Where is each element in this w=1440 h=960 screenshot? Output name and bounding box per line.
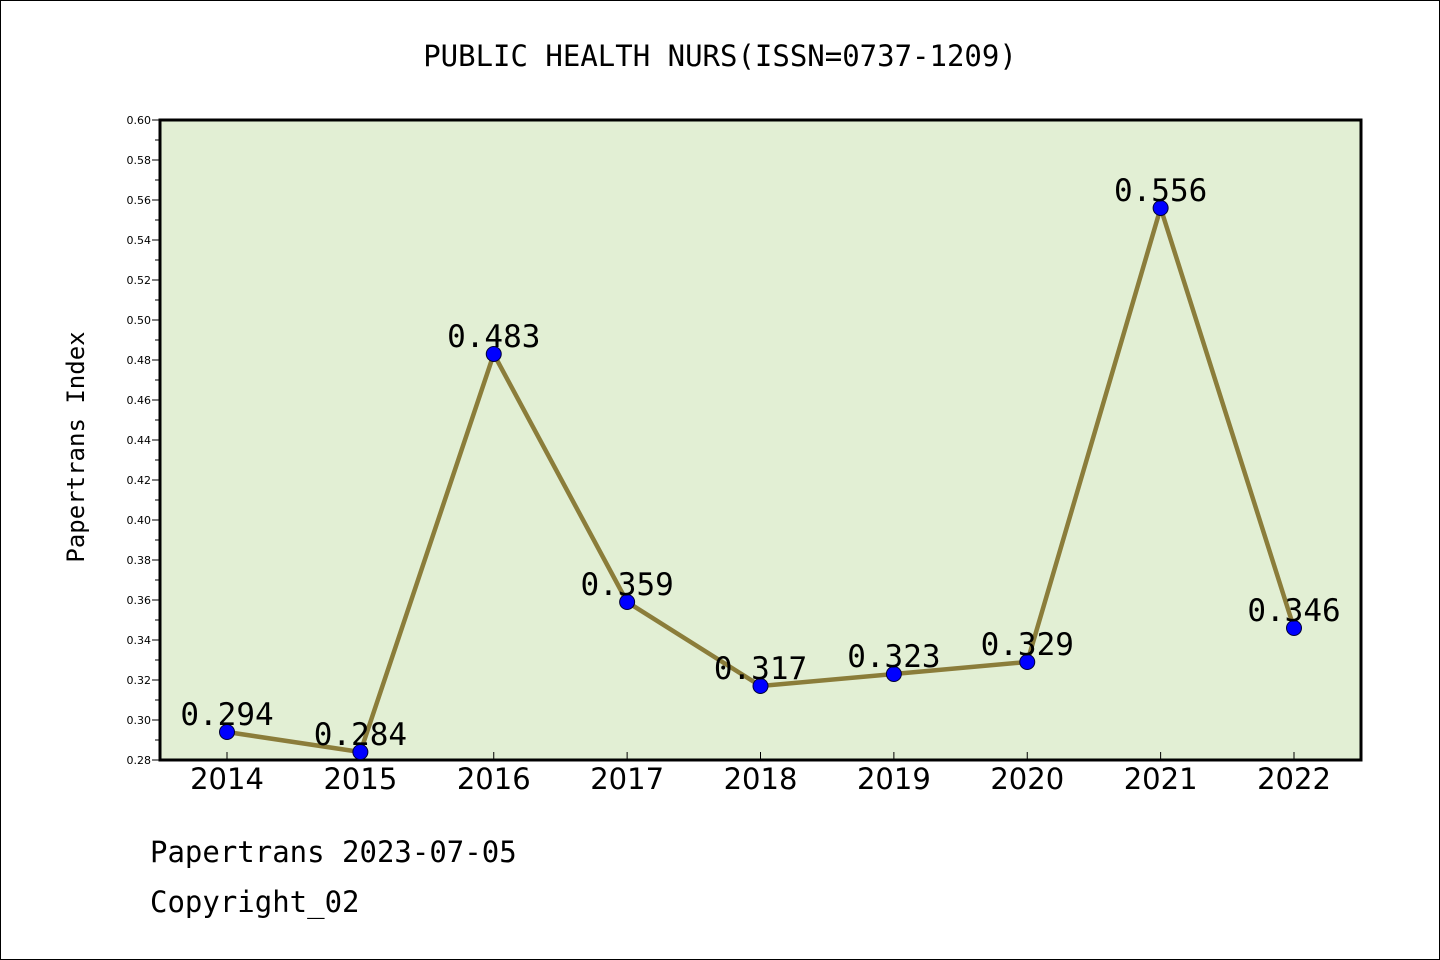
data-label-2017: 0.359 — [580, 567, 673, 603]
y-tick-label: 0.32 — [127, 674, 152, 687]
x-tick-label: 2014 — [190, 762, 264, 796]
y-tick-label: 0.40 — [127, 514, 152, 527]
y-tick-label: 0.48 — [127, 354, 152, 367]
data-label-2021: 0.556 — [1114, 173, 1207, 209]
y-tick-label: 0.28 — [127, 754, 152, 767]
data-point-2016 — [485, 346, 502, 362]
x-tick-label: 2017 — [590, 762, 664, 796]
data-point-2021 — [1152, 200, 1169, 216]
data-point-2017 — [619, 594, 636, 610]
y-tick-label: 0.34 — [127, 634, 152, 647]
data-label-2014: 0.294 — [180, 697, 273, 733]
chart-title: PUBLIC HEALTH NURS(ISSN=0737-1209) — [423, 39, 1017, 73]
y-tick-label: 0.42 — [127, 474, 152, 487]
data-point-2014 — [219, 724, 235, 740]
data-label-2022: 0.346 — [1247, 593, 1340, 629]
y-tick-label: 0.46 — [127, 394, 152, 407]
data-label-2020: 0.329 — [981, 627, 1074, 663]
data-points — [219, 200, 1302, 760]
footer-copyright: Copyright_02 — [150, 885, 360, 919]
data-labels: 0.294 0.284 0.483 0.359 0.317 0.323 0.329 0.556… — [180, 173, 1340, 753]
data-point-2020 — [1019, 654, 1036, 670]
data-point-2022 — [1286, 620, 1302, 636]
y-tick-label: 0.52 — [127, 274, 152, 287]
plot-area — [158, 118, 1363, 762]
y-tick-label: 0.30 — [127, 714, 152, 727]
y-axis: 0.28 0.30 0.32 0.34 0.36 0.38 0.40 0.42 0.44 0.46… — [127, 114, 160, 767]
x-tick-label: 2018 — [724, 762, 798, 796]
y-tick-label: 0.44 — [127, 434, 152, 447]
footer-date: Papertrans 2023-07-05 — [150, 835, 517, 869]
x-tick-label: 2019 — [857, 762, 931, 796]
y-tick-label: 0.54 — [127, 234, 152, 247]
data-point-2015 — [352, 744, 369, 760]
y-tick-label: 0.60 — [127, 114, 152, 127]
x-axis: 2014 2015 2016 2017 2018 2019 2020 2021 2022 — [190, 752, 1331, 796]
y-tick-label: 0.38 — [127, 554, 152, 567]
y-tick-label: 0.56 — [127, 194, 152, 207]
x-tick-label: 2022 — [1257, 762, 1331, 796]
y-tick-label: 0.50 — [127, 314, 152, 327]
x-tick-label: 2021 — [1124, 762, 1198, 796]
data-label-2016: 0.483 — [447, 319, 540, 355]
x-tick-label: 2016 — [457, 762, 531, 796]
y-tick-label: 0.36 — [127, 594, 152, 607]
data-point-2019 — [885, 666, 902, 682]
y-axis-label: Papertrans Index — [62, 331, 90, 562]
data-label-2015: 0.284 — [314, 717, 407, 753]
y-tick-label: 0.58 — [127, 154, 152, 167]
x-tick-label: 2020 — [990, 762, 1064, 796]
data-label-2018: 0.317 — [714, 651, 807, 687]
x-tick-label: 2015 — [323, 762, 397, 796]
data-point-2018 — [752, 678, 769, 694]
data-label-2019: 0.323 — [847, 639, 940, 675]
